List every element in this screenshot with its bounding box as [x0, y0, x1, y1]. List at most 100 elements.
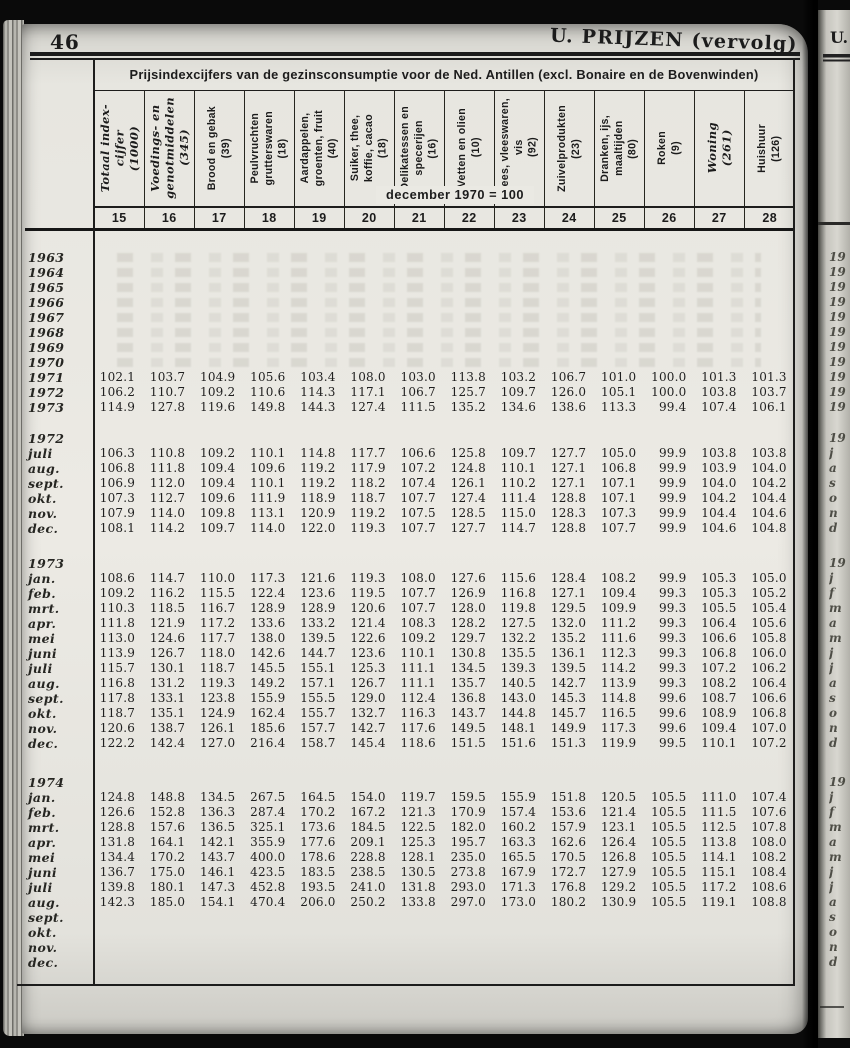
data-cell: 206.0	[300, 895, 336, 909]
data-cell: 165.5	[500, 850, 537, 864]
data-cell: 127.5	[500, 616, 537, 630]
data-cell: 108.7	[701, 691, 737, 705]
adjacent-period-fragment: 19	[829, 310, 846, 324]
data-cell: 110.1	[400, 646, 436, 660]
data-cell: 116.3	[400, 706, 436, 720]
data-cell: 172.7	[550, 865, 587, 879]
data-cell: 114.7	[149, 571, 186, 585]
data-cell: 105.5	[651, 790, 687, 804]
data-cell: 99.3	[658, 631, 687, 645]
data-cell: 110.6	[250, 385, 286, 399]
data-cell: 127.4	[450, 491, 486, 505]
data-cell: 148.8	[149, 790, 186, 804]
data-cell: 142.1	[200, 835, 236, 849]
data-cell: 108.0	[751, 835, 787, 849]
table-row: juni 113.9 126.7 118.0 142.6 144.7 123.6 110.1 1…	[25, 646, 795, 661]
data-cell: 109.7	[500, 446, 537, 460]
data-cell: 104.4	[701, 506, 737, 520]
column-header-18: Peulvruchten grutterswaren (18)	[245, 90, 295, 206]
data-cell: 151.8	[550, 790, 587, 804]
adjacent-period-fragment: j	[829, 646, 834, 660]
column-number-18: 18	[245, 207, 295, 228]
data-cell: 105.4	[751, 601, 787, 615]
adjacent-period-fragment: j	[829, 865, 834, 879]
adjacent-period-fragment: 19	[829, 250, 846, 264]
data-cell: 105.3	[701, 586, 737, 600]
data-cell: 157.9	[550, 820, 587, 834]
period-label: nov.	[28, 506, 58, 521]
data-cell: 178.6	[300, 850, 336, 864]
adjacent-page-header: U.	[830, 28, 849, 47]
data-cell: 128.8	[550, 491, 587, 505]
data-cell: 122.0	[300, 521, 336, 535]
data-cell: 153.6	[550, 805, 587, 819]
data-cell: 140.5	[500, 676, 537, 690]
data-cell: 103.7	[751, 385, 787, 399]
data-cell: 111.5	[400, 400, 436, 414]
data-cell: 216.4	[250, 736, 286, 750]
data-cell: 106.2	[751, 661, 787, 675]
table-left-border	[93, 58, 95, 984]
data-cell: 176.8	[550, 880, 587, 894]
data-cell: 106.0	[751, 646, 787, 660]
data-cell: 175.0	[149, 865, 186, 879]
data-cell: 121.9	[149, 616, 186, 630]
data-cell: 131.8	[400, 880, 436, 894]
data-cell: 117.7	[200, 631, 236, 645]
data-cell: 110.3	[99, 601, 136, 615]
data-cell: 182.0	[450, 820, 486, 834]
data-cell: 125.8	[450, 446, 486, 460]
data-cell: 118.2	[350, 476, 386, 490]
data-cell: 106.8	[701, 646, 737, 660]
data-cell: 134.5	[450, 661, 486, 675]
period-label: 1972	[28, 431, 65, 446]
data-cell: 145.3	[550, 691, 587, 705]
data-cell: 117.3	[250, 571, 286, 585]
data-cell: 154.1	[200, 895, 236, 909]
data-cell: 103.9	[701, 461, 737, 475]
data-cell: 400.0	[250, 850, 286, 864]
column-header-label: Zuivelprodukten (23)	[555, 104, 582, 192]
data-cell: 118.9	[300, 491, 336, 505]
period-label: aug.	[28, 676, 60, 691]
data-cell: 105.6	[751, 616, 787, 630]
data-cell: 139.5	[300, 631, 336, 645]
data-cell: 142.3	[99, 895, 136, 909]
column-number-28: 28	[762, 210, 778, 225]
data-cell: 130.9	[601, 895, 637, 909]
data-cell: 128.1	[400, 850, 436, 864]
adjacent-period-fragment: 19	[829, 265, 846, 279]
adjacent-period-fragment: a	[829, 895, 837, 909]
column-header-28: Huishuur (126)	[745, 90, 795, 206]
period-label: 1969	[28, 340, 65, 355]
column-number-22: 22	[445, 207, 495, 228]
column-header-19: Aardappelen, groenten, fruit (40)	[295, 90, 345, 206]
data-cell: 126.7	[350, 676, 386, 690]
data-cell: 118.5	[149, 601, 186, 615]
adjacent-period-fragment: 19	[829, 295, 846, 309]
period-label: 1964	[28, 265, 65, 280]
column-number-row: 15 16 17 18 19 20 21 22 23 24 25 26 27 28	[95, 207, 795, 228]
data-cell: 127.1	[550, 461, 587, 475]
data-cell: 157.7	[300, 721, 336, 735]
data-cell: 110.7	[149, 385, 186, 399]
adjacent-period-fragment: o	[829, 925, 838, 939]
data-cell: 99.3	[658, 616, 687, 630]
data-cell: 110.2	[500, 476, 537, 490]
data-cell: 297.0	[450, 895, 486, 909]
data-cell: 111.4	[500, 491, 537, 505]
table-row: mrt. 110.3 118.5 116.7 128.9 128.9 120.6 107.7 1…	[25, 601, 795, 616]
data-cell: 105.5	[701, 601, 737, 615]
data-cell: 110.8	[149, 446, 186, 460]
data-cell: 119.2	[300, 461, 336, 475]
period-label: 1967	[28, 310, 65, 325]
data-cell: 122.2	[99, 736, 136, 750]
data-cell: 136.8	[450, 691, 486, 705]
data-cell: 116.8	[500, 586, 537, 600]
page-header: U. PRIJZEN (vervolg)	[550, 24, 799, 56]
data-cell: 116.7	[200, 601, 236, 615]
data-cell: 151.3	[550, 736, 587, 750]
data-cell: 126.1	[200, 721, 236, 735]
data-cell: 106.7	[550, 370, 587, 384]
adjacent-period-fragment: d	[829, 955, 838, 969]
